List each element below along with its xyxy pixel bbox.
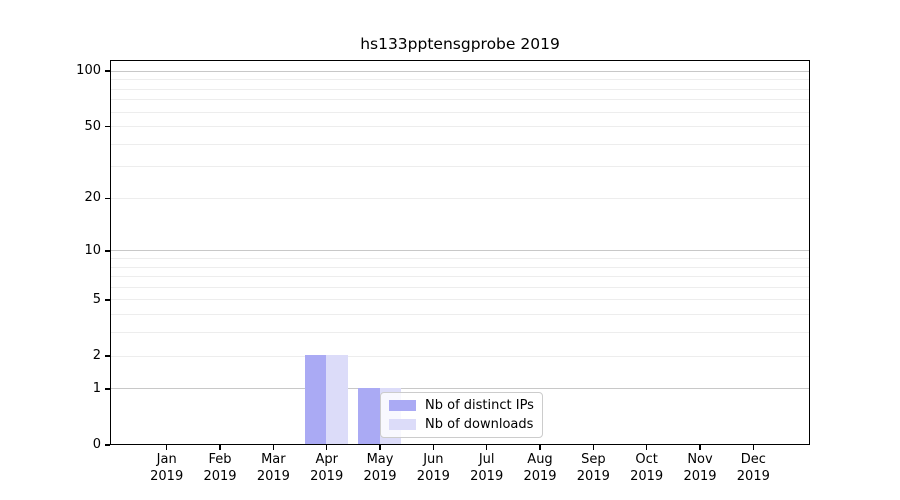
x-tick xyxy=(485,445,488,450)
y-gridline-minor xyxy=(111,126,809,128)
y-gridline-minor xyxy=(111,314,809,316)
y-gridline-minor xyxy=(111,143,809,145)
y-tick xyxy=(105,388,110,390)
plot-area xyxy=(110,60,810,445)
bar-downloads xyxy=(326,355,348,444)
x-tick-label: Dec 2019 xyxy=(736,452,770,484)
x-tick xyxy=(592,445,595,450)
y-tick xyxy=(105,299,110,301)
y-tick-label: 5 xyxy=(92,291,101,307)
y-tick-label: 0 xyxy=(92,437,101,452)
x-tick xyxy=(539,445,541,450)
legend-item-distinct-ips: Nb of distinct IPs xyxy=(389,398,534,413)
y-tick xyxy=(105,125,110,128)
legend-swatch-downloads xyxy=(389,419,416,430)
x-tick xyxy=(699,445,701,450)
x-tick-label: Jul 2019 xyxy=(470,452,504,484)
x-tick-label: Jun 2019 xyxy=(416,452,450,484)
chart-title: hs133pptensgprobe 2019 xyxy=(360,35,560,53)
y-gridline-minor xyxy=(111,276,809,278)
y-gridline-minor xyxy=(111,197,809,199)
x-tick xyxy=(272,445,275,450)
legend-item-downloads: Nb of downloads xyxy=(389,417,534,432)
y-tick xyxy=(105,444,110,446)
x-tick-label: Feb 2019 xyxy=(203,452,237,484)
y-tick-label: 50 xyxy=(84,118,101,134)
y-gridline-minor xyxy=(111,88,809,90)
x-tick-label: Apr 2019 xyxy=(310,452,344,484)
x-tick-label: Oct 2019 xyxy=(630,452,664,484)
y-gridline-minor xyxy=(111,299,809,301)
bar-distinct-ips xyxy=(358,387,380,444)
legend: Nb of distinct IPs Nb of downloads xyxy=(380,392,543,438)
x-tick xyxy=(645,445,648,450)
x-tick-label: Aug 2019 xyxy=(523,452,557,484)
y-gridline-minor xyxy=(111,355,809,357)
y-tick-label: 10 xyxy=(84,242,101,258)
x-tick xyxy=(752,445,755,450)
y-gridline-minor xyxy=(111,166,809,168)
y-gridline-minor xyxy=(111,111,809,113)
legend-label-downloads: Nb of downloads xyxy=(425,417,534,432)
y-gridline-minor xyxy=(111,332,809,334)
y-gridline-minor xyxy=(111,79,809,81)
y-tick-label: 100 xyxy=(76,63,101,79)
y-gridline-minor xyxy=(111,286,809,288)
y-tick-label: 2 xyxy=(92,348,101,364)
x-tick-label: Nov 2019 xyxy=(683,452,717,484)
x-tick-label: Sep 2019 xyxy=(576,452,610,484)
bar-distinct-ips xyxy=(304,355,327,444)
y-tick-label: 1 xyxy=(92,380,101,396)
y-tick xyxy=(105,355,110,357)
x-tick xyxy=(432,445,435,450)
y-gridline-major xyxy=(111,388,809,390)
y-gridline-major xyxy=(111,70,809,72)
y-tick xyxy=(105,250,110,252)
y-tick xyxy=(105,197,110,200)
y-tick-label: 20 xyxy=(84,190,101,206)
legend-swatch-distinct-ips xyxy=(389,400,416,411)
x-tick xyxy=(379,445,381,450)
x-tick xyxy=(219,445,221,450)
x-tick-label: Jan 2019 xyxy=(150,452,184,484)
x-tick xyxy=(165,445,168,450)
y-tick xyxy=(105,70,110,72)
x-tick xyxy=(325,445,328,450)
y-gridline-minor xyxy=(111,266,809,268)
x-tick-label: May 2019 xyxy=(363,452,397,484)
legend-label-distinct-ips: Nb of distinct IPs xyxy=(425,398,534,413)
x-tick-label: Mar 2019 xyxy=(256,452,290,484)
y-gridline-major xyxy=(111,250,809,252)
y-gridline-minor xyxy=(111,258,809,259)
y-gridline-minor xyxy=(111,99,809,101)
